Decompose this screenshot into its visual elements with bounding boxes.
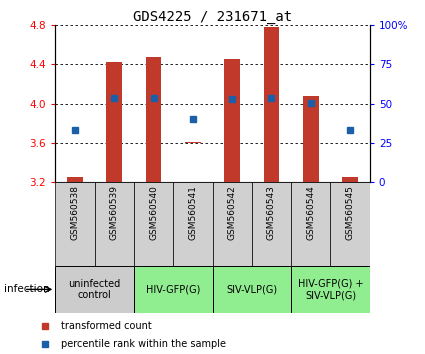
Bar	[67, 177, 83, 182]
Text: uninfected
control: uninfected control	[68, 279, 121, 300]
Bar	[303, 96, 319, 182]
Bar	[173, 182, 212, 266]
Bar	[291, 182, 331, 266]
Title: GDS4225 / 231671_at: GDS4225 / 231671_at	[133, 10, 292, 24]
Bar	[146, 57, 162, 182]
Bar	[224, 59, 240, 182]
Bar	[212, 266, 291, 313]
Text: HIV-GFP(G): HIV-GFP(G)	[146, 284, 200, 295]
Text: GSM560545: GSM560545	[346, 185, 354, 240]
Text: GSM560542: GSM560542	[228, 185, 237, 240]
Bar	[291, 266, 370, 313]
Bar	[94, 182, 134, 266]
Bar	[212, 182, 252, 266]
Text: GSM560541: GSM560541	[188, 185, 197, 240]
Text: GSM560540: GSM560540	[149, 185, 158, 240]
Text: GSM560543: GSM560543	[267, 185, 276, 240]
Text: GSM560544: GSM560544	[306, 185, 315, 240]
Text: GSM560538: GSM560538	[71, 185, 79, 240]
Text: SIV-VLP(G): SIV-VLP(G)	[226, 284, 278, 295]
Text: transformed count: transformed count	[62, 320, 152, 331]
Text: percentile rank within the sample: percentile rank within the sample	[62, 339, 227, 349]
Text: GSM560539: GSM560539	[110, 185, 119, 240]
Text: HIV-GFP(G) +
SIV-VLP(G): HIV-GFP(G) + SIV-VLP(G)	[298, 279, 363, 300]
Bar	[331, 182, 370, 266]
Bar	[342, 177, 358, 182]
Bar	[252, 182, 291, 266]
Bar	[134, 182, 173, 266]
Bar	[134, 266, 212, 313]
Bar	[55, 266, 134, 313]
Text: infection: infection	[4, 284, 50, 295]
Bar	[264, 27, 279, 182]
Bar	[106, 62, 122, 182]
Bar	[185, 142, 201, 143]
Bar	[55, 182, 94, 266]
